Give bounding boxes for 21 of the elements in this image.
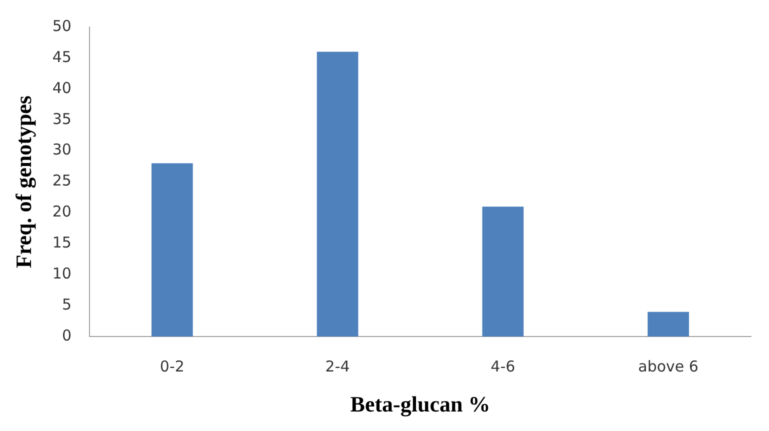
y-tick-label: 25: [52, 172, 72, 190]
y-tick-label: 35: [52, 110, 72, 128]
x-tick-label: above 6: [638, 357, 698, 376]
y-tick-label: 40: [52, 78, 72, 97]
x-tick-label: 4-6: [490, 357, 516, 376]
x-tick-label: 2-4: [325, 357, 350, 376]
y-tick-label: 0: [62, 326, 72, 344]
bar: [152, 163, 193, 337]
y-axis-title: Freq. of genotypes: [10, 95, 36, 268]
y-tick-label: 30: [52, 140, 72, 159]
y-tick-label: 15: [52, 234, 72, 252]
bar: [482, 206, 524, 337]
y-tick-label: 10: [52, 264, 72, 283]
y-tick-label: 50: [52, 16, 72, 35]
bar: [316, 52, 358, 337]
x-tick-label: 0-2: [160, 357, 184, 376]
x-axis-title: Beta-glucan %: [350, 391, 490, 416]
y-tick-label: 5: [62, 296, 72, 314]
y-tick-label: 20: [52, 202, 72, 221]
y-tick-label: 45: [52, 48, 72, 66]
bar: [648, 312, 689, 337]
